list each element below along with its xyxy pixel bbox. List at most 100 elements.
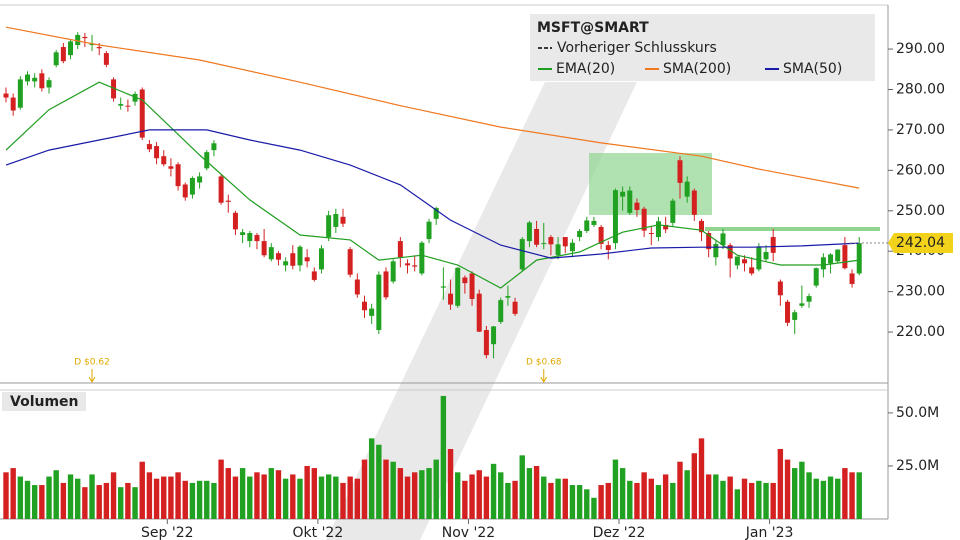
dividend-label: D $0.62	[74, 358, 110, 368]
y-tick-label: 290.00	[896, 41, 945, 57]
candle-body	[569, 242, 575, 252]
candle-body	[419, 242, 425, 274]
volume-bar	[232, 476, 239, 519]
volume-bar	[282, 478, 289, 519]
volume-bar	[533, 465, 540, 519]
volume-bar	[333, 476, 339, 519]
candle-body	[362, 301, 367, 311]
candle-body	[10, 97, 16, 111]
candle-body	[82, 36, 88, 39]
volume-bar	[325, 474, 332, 519]
volume-bar	[3, 472, 9, 519]
candle-body	[426, 221, 432, 240]
candle-body	[96, 47, 102, 49]
candle-body	[663, 224, 669, 230]
candle-body	[89, 43, 95, 46]
volume-bar	[835, 478, 841, 519]
volume-bar	[419, 470, 425, 519]
candle-body	[17, 79, 23, 108]
volume-bar	[239, 468, 246, 519]
candle-body	[383, 271, 389, 298]
x-tick-label: Nov '22	[442, 525, 495, 540]
candle-body	[347, 249, 353, 275]
volume-bar	[225, 468, 231, 519]
candle-body	[577, 230, 583, 238]
volume-bar	[168, 476, 174, 519]
candle-body	[118, 104, 124, 106]
candle-body	[828, 254, 834, 264]
volume-bar	[426, 468, 432, 519]
x-tick-label: Jan '23	[745, 525, 794, 540]
volume-bar	[361, 459, 368, 519]
volume-bar	[297, 478, 303, 519]
candle-body	[211, 143, 217, 151]
candle-body	[168, 166, 174, 169]
volume-bar	[541, 476, 547, 519]
volume-bar	[641, 472, 647, 519]
candle-body	[813, 268, 819, 286]
volume-bar	[462, 480, 468, 519]
legend-symbol: MSFT@SMART	[537, 20, 649, 36]
volume-bar	[189, 482, 196, 519]
candle-body	[232, 212, 238, 230]
candle-body	[648, 233, 654, 235]
candle-body	[189, 178, 195, 195]
candle-body	[620, 191, 626, 197]
volume-bar	[175, 472, 181, 519]
candle-body	[785, 301, 791, 323]
volume-bar	[813, 478, 819, 519]
volume-bar	[777, 448, 784, 519]
y-tick-label: 260.00	[896, 162, 945, 178]
candle-body	[842, 245, 848, 269]
volume-bar	[311, 468, 318, 519]
candle-body	[835, 249, 841, 262]
y-tick-label: 220.00	[896, 324, 945, 340]
x-tick-label: Okt '22	[293, 525, 344, 540]
volume-bar	[476, 470, 482, 519]
volume-title-box	[2, 392, 86, 411]
legend-label: Vorheriger Schlusskurs	[557, 40, 717, 56]
volume-bar	[96, 485, 102, 519]
volume-bar	[75, 478, 81, 519]
candle-body	[3, 93, 9, 98]
candle-body	[512, 301, 518, 314]
volume-tick-label: 25.0M	[896, 458, 939, 474]
volume-bar	[340, 482, 346, 519]
volume-bar	[433, 459, 439, 519]
volume-bar	[39, 485, 45, 519]
volume-bar	[24, 480, 31, 519]
candle-body	[376, 274, 382, 331]
volume-bar	[619, 468, 626, 519]
volume-bar	[455, 472, 461, 519]
volume-bar	[748, 482, 755, 519]
volume-bar	[705, 474, 712, 519]
volume-bar	[125, 482, 131, 519]
volume-bar	[103, 482, 110, 519]
dividend-label: D $0.68	[526, 358, 562, 368]
candle-body	[627, 190, 633, 213]
candle-body	[433, 207, 439, 219]
legend-label: SMA(50)	[783, 61, 842, 77]
candle-body	[175, 164, 181, 187]
candle-body	[225, 200, 231, 202]
volume-bar	[598, 485, 604, 519]
volume-bar	[684, 470, 690, 519]
volume-bar	[17, 476, 24, 519]
volume-bar	[627, 480, 633, 519]
volume-bar	[304, 465, 310, 519]
volume-bar	[648, 478, 654, 519]
volume-bar	[784, 459, 791, 519]
volume-bar	[691, 453, 698, 519]
candle-body	[197, 176, 203, 183]
volume-bar	[211, 482, 217, 519]
candle-body	[670, 200, 676, 223]
volume-bar	[612, 459, 619, 519]
y-tick-label: 280.00	[896, 81, 945, 97]
volume-bar	[275, 470, 282, 519]
volume-bar	[849, 472, 855, 519]
y-tick-label: 250.00	[896, 203, 945, 219]
candle-body	[318, 248, 324, 270]
last-price-box	[888, 232, 953, 253]
